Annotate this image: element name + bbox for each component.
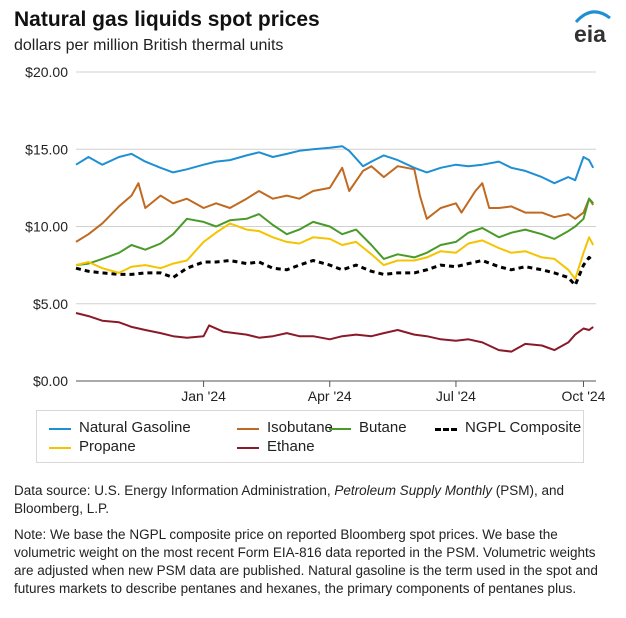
chart-note: Note: We base the NGPL composite price o… bbox=[14, 527, 598, 596]
source-suffix: (PSM), and Bloomberg, L.P. bbox=[14, 483, 565, 516]
legend-label: Butane bbox=[359, 419, 407, 436]
y-tick-label: $5.00 bbox=[33, 296, 68, 312]
legend-label: Isobutane bbox=[267, 419, 333, 436]
y-tick-label: $20.00 bbox=[25, 64, 68, 80]
legend-swatch bbox=[49, 447, 71, 449]
chart-title: Natural gas liquids spot prices bbox=[14, 8, 320, 31]
legend-label: Natural Gasoline bbox=[79, 419, 191, 436]
series-line-isobutane bbox=[75, 165, 595, 243]
x-tick-label: Oct '24 bbox=[562, 388, 606, 404]
y-tick-label: $15.00 bbox=[25, 141, 68, 157]
series-line-natural-gasoline bbox=[75, 145, 595, 185]
legend-swatch bbox=[435, 428, 457, 431]
legend-label: Ethane bbox=[267, 438, 315, 455]
legend-swatch bbox=[49, 428, 71, 430]
legend-swatch bbox=[237, 428, 259, 430]
legend-swatch bbox=[329, 428, 351, 430]
series-line-ngpl-composite bbox=[75, 255, 595, 287]
series-line-butane bbox=[75, 197, 594, 267]
chart-legend: Natural Gasoline Isobutane Butane NGPL Comp… bbox=[36, 410, 584, 463]
source-italic: Petroleum Supply Monthly bbox=[334, 483, 492, 498]
eia-logo-arc-icon bbox=[574, 10, 611, 24]
source-prefix: Data source: U.S. Energy Information Adm… bbox=[14, 483, 335, 498]
y-tick-label: $10.00 bbox=[25, 219, 68, 235]
series-line-ethane bbox=[75, 312, 594, 353]
eia-logo-text: eia bbox=[574, 21, 606, 47]
data-source: Data source: U.S. Energy Information Adm… bbox=[14, 482, 614, 518]
legend-label: Propane bbox=[79, 438, 136, 455]
series-line-propane bbox=[75, 222, 595, 280]
x-tick-label: Apr '24 bbox=[308, 388, 352, 404]
y-tick-label: $0.00 bbox=[33, 373, 68, 389]
x-tick-label: Jul '24 bbox=[436, 388, 476, 404]
legend-label: NGPL Composite bbox=[465, 419, 582, 436]
x-tick-label: Jan '24 bbox=[181, 388, 226, 404]
line-chart: $0.00 $5.00 $10.00 $15.00 $20.00 Jan '24 Apr '… bbox=[25, 64, 606, 404]
chart-subtitle: dollars per million British thermal unit… bbox=[14, 37, 284, 54]
eia-logo: eia bbox=[570, 8, 616, 47]
legend-swatch bbox=[237, 447, 259, 449]
